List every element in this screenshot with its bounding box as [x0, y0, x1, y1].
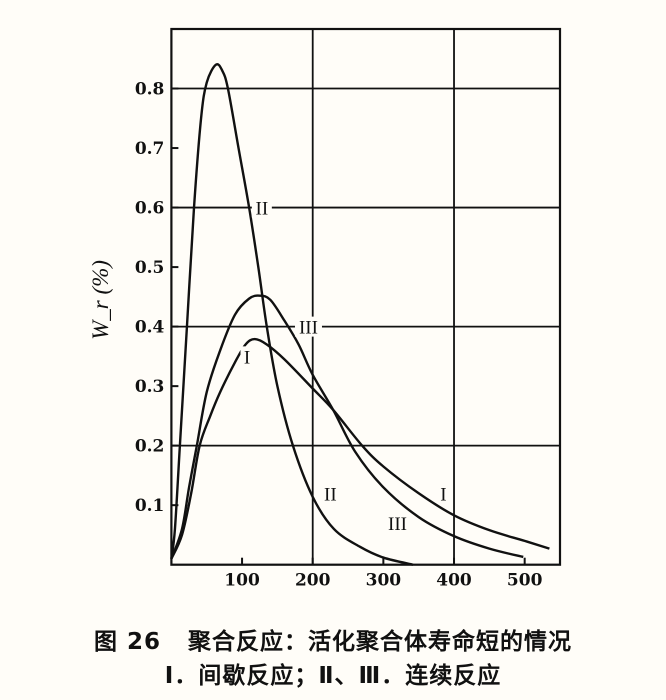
curve-label-background: [436, 483, 450, 504]
series-curve-II: [170, 63, 414, 566]
series-curve-I: [170, 337, 550, 560]
y-tick-label: 0.3: [135, 377, 165, 397]
series-curve-III: [170, 294, 524, 560]
curve-label-background: [320, 483, 341, 504]
x-tick-label: 100: [224, 571, 260, 591]
curve-label: I: [244, 347, 250, 368]
curve-label: III: [388, 514, 407, 535]
y-tick-label: 0.1: [135, 496, 165, 516]
axis-ticks: 100 200 300 400 500 0.1 0.2 0.3 0.4 0.5 0.6 0.7 0.8: [135, 80, 543, 591]
y-tick-label: 0.8: [135, 80, 165, 100]
x-tick-label: 300: [366, 571, 402, 591]
plot-frame: [170, 27, 562, 566]
y-axis-label: W_r (%): [88, 260, 113, 340]
curve-label-background: [251, 197, 272, 218]
curves: [170, 63, 550, 566]
curve-label: I: [440, 484, 446, 505]
curve-label-background: [240, 346, 254, 367]
chart: 100 200 300 400 5000.10.20.30.40.50.60.70.8 …: [88, 27, 562, 591]
grid-lines: [171, 29, 560, 565]
curve-label: II: [324, 484, 337, 505]
x-tick-label: 200: [295, 571, 331, 591]
y-tick-label: 0.7: [135, 139, 165, 159]
y-tick-label: 0.4: [135, 318, 165, 338]
figure-caption-legend: I．间歇反应；Ⅱ、Ⅲ．连续反应: [164, 663, 502, 689]
y-tick-label: 0.5: [135, 258, 165, 278]
x-tick-label: 400: [436, 571, 472, 591]
curve-label-background: [383, 513, 411, 534]
x-tick-label: 500: [507, 571, 543, 591]
figure-caption-title: 图 26 聚合反应：活化聚合体寿命短的情况: [93, 629, 573, 655]
curve-label-background: [294, 316, 322, 337]
y-tick-label: 0.2: [135, 437, 165, 457]
curve-label: II: [256, 199, 269, 220]
curve-label: III: [299, 318, 318, 339]
y-tick-label: 0.6: [135, 199, 165, 219]
